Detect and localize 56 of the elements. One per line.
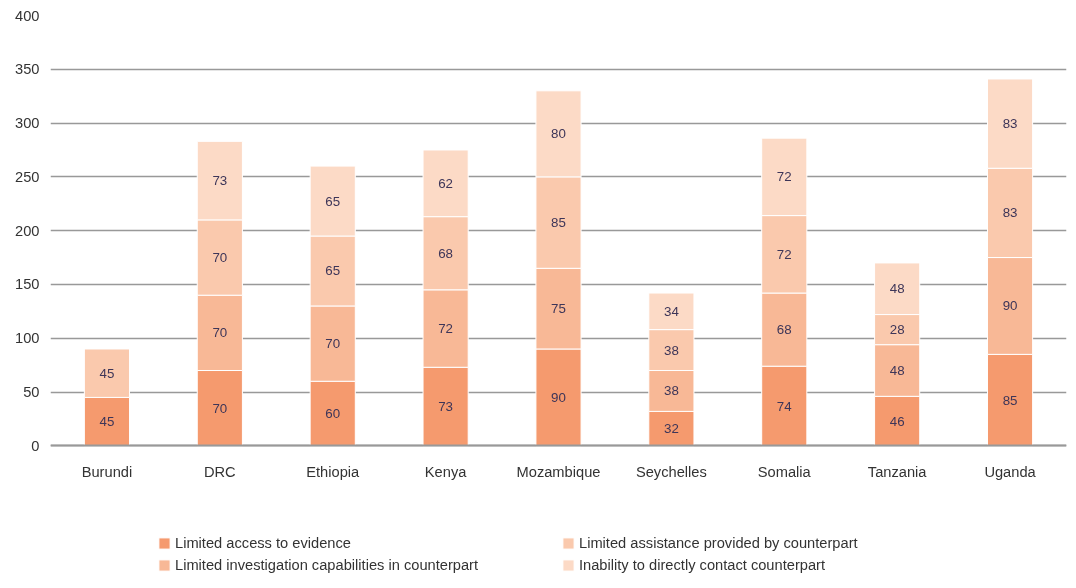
data-label: 83: [1002, 205, 1018, 221]
data-label: 74: [776, 398, 793, 414]
data-label: 70: [212, 250, 228, 266]
data-label: 85: [551, 215, 566, 231]
data-label: 85: [1002, 392, 1018, 408]
data-label: 73: [438, 399, 454, 415]
x-tick-label: Kenya: [424, 463, 468, 480]
y-tick-label: 350: [15, 61, 40, 78]
data-label: 65: [325, 263, 341, 279]
data-label: 72: [776, 246, 792, 262]
y-tick-label: 100: [15, 330, 40, 347]
y-tick-label: 250: [15, 168, 40, 185]
legend-label: Limited investigation capabilities in counterpart: [175, 557, 480, 573]
x-tick-label: Burundi: [81, 463, 133, 480]
data-label: 68: [438, 245, 454, 261]
data-label: 70: [212, 400, 228, 416]
y-tick-label: 400: [15, 7, 40, 24]
data-label: 90: [551, 389, 566, 405]
x-tick-label: Ethiopia: [306, 463, 361, 480]
data-label: 34: [663, 303, 680, 319]
data-label: 45: [99, 414, 115, 430]
legend-label: Limited assistance provided by counterpart: [579, 535, 859, 551]
data-label: 38: [663, 342, 679, 358]
x-tick-label: DRC: [203, 463, 237, 480]
data-label: 65: [325, 193, 341, 209]
legend-label: Inability to directly contact counterpart: [579, 557, 827, 573]
data-label: 73: [212, 173, 228, 189]
data-label: 72: [776, 169, 792, 185]
data-label: 45: [99, 365, 115, 381]
y-tick-label: 300: [15, 115, 40, 132]
x-tick-label: Somalia: [757, 463, 812, 480]
y-tick-label: 150: [15, 276, 40, 293]
data-label: 46: [889, 413, 905, 429]
x-tick-label: Uganda: [984, 463, 1037, 480]
data-label: 38: [663, 383, 679, 399]
data-label: 62: [438, 175, 454, 191]
data-label: 70: [325, 336, 341, 352]
legend-label: Limited access to evidence: [175, 535, 352, 551]
data-label: 60: [325, 406, 341, 422]
y-tick-label: 50: [23, 384, 40, 401]
data-label: 48: [889, 363, 905, 378]
data-label: 80: [551, 126, 566, 142]
data-label: 28: [889, 322, 905, 338]
data-label: 72: [438, 321, 454, 337]
x-tick-label: Mozambique: [516, 463, 601, 480]
data-label: 70: [212, 325, 228, 341]
y-tick-label: 200: [15, 222, 40, 239]
x-tick-label: Seychelles: [635, 463, 707, 480]
y-tick-label: 0: [31, 437, 40, 454]
data-label: 75: [551, 301, 566, 317]
data-label: 48: [889, 281, 905, 297]
data-label: 90: [1002, 298, 1018, 314]
data-label: 83: [1002, 116, 1018, 132]
x-tick-label: Tanzania: [867, 463, 928, 480]
data-label: 68: [776, 322, 792, 338]
data-label: 32: [663, 421, 679, 437]
